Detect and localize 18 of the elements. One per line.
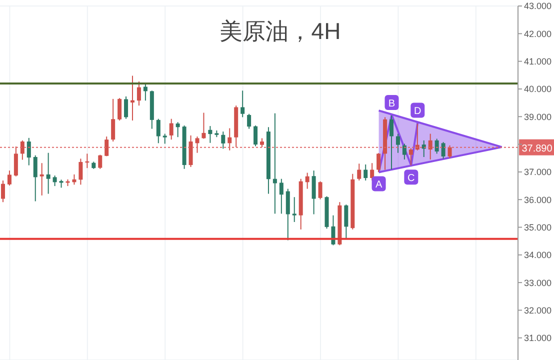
y-tick-label: 42.000	[524, 28, 552, 39]
y-tick-label: 35.000	[524, 222, 552, 232]
annotation: C	[408, 173, 415, 184]
ref-line-label: 37.890	[522, 143, 553, 154]
annotation: B	[388, 98, 396, 110]
annotation: A	[375, 180, 382, 191]
y-tick-label: 36.000	[524, 194, 552, 205]
y-tick-label: 40.000	[524, 84, 552, 94]
annotation: D	[414, 106, 422, 118]
y-tick-label: 37.000	[524, 167, 552, 178]
y-tick-label: 33.000	[524, 278, 552, 288]
text: 美原油，4H	[218, 17, 342, 46]
y-tick-label: 31.000	[524, 333, 552, 344]
y-tick-label: 34.000	[524, 250, 552, 260]
y-tick-label: 43.000	[524, 1, 552, 12]
y-tick-label: 32.000	[524, 305, 552, 316]
y-tick-label: 41.000	[524, 56, 552, 67]
y-tick-label: 39.000	[524, 112, 552, 122]
